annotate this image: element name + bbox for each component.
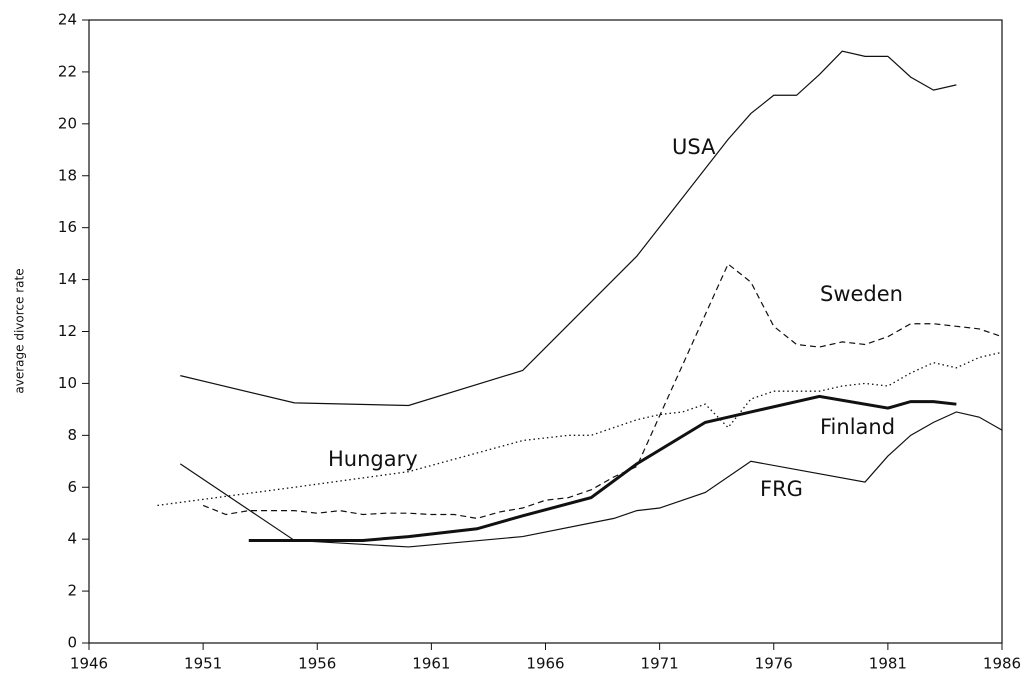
x-tick-label: 1956: [298, 655, 336, 673]
y-tick-label: 4: [67, 530, 77, 548]
y-tick-label: 22: [58, 62, 77, 80]
x-tick-label: 1986: [983, 655, 1021, 673]
series-label: Finland: [820, 415, 895, 439]
series-label: USA: [672, 135, 716, 159]
x-tick-label: 1951: [184, 655, 222, 673]
series-line: [202, 263, 1003, 520]
y-tick-label: 8: [67, 426, 77, 444]
x-tick-label: 1981: [869, 655, 907, 673]
series-label: Hungary: [328, 447, 418, 471]
y-axis-label: average divorce rate: [13, 268, 27, 393]
y-tick-label: 12: [58, 322, 77, 340]
y-tick-label: 2: [67, 582, 77, 600]
x-tick-label: 1971: [641, 655, 679, 673]
y-tick-label: 20: [58, 114, 77, 132]
x-tick-label: 1966: [526, 655, 564, 673]
y-tick-label: 16: [58, 218, 77, 236]
y-tick-label: 6: [67, 478, 77, 496]
series-label: Sweden: [820, 282, 903, 306]
y-tick-label: 24: [58, 11, 77, 29]
series-line: [179, 411, 1003, 548]
series-line: [180, 50, 957, 407]
y-tick-label: 14: [58, 270, 77, 288]
y-tick-label: 0: [67, 634, 77, 652]
plot-frame: [88, 19, 1003, 644]
x-tick-label: 1976: [755, 655, 793, 673]
y-tick-label: 10: [58, 374, 77, 392]
x-tick-label: 1946: [70, 655, 108, 673]
y-tick-label: 18: [58, 166, 77, 184]
series-label: FRG: [760, 477, 803, 501]
x-tick-label: 1961: [412, 655, 450, 673]
series-line: [248, 394, 957, 542]
